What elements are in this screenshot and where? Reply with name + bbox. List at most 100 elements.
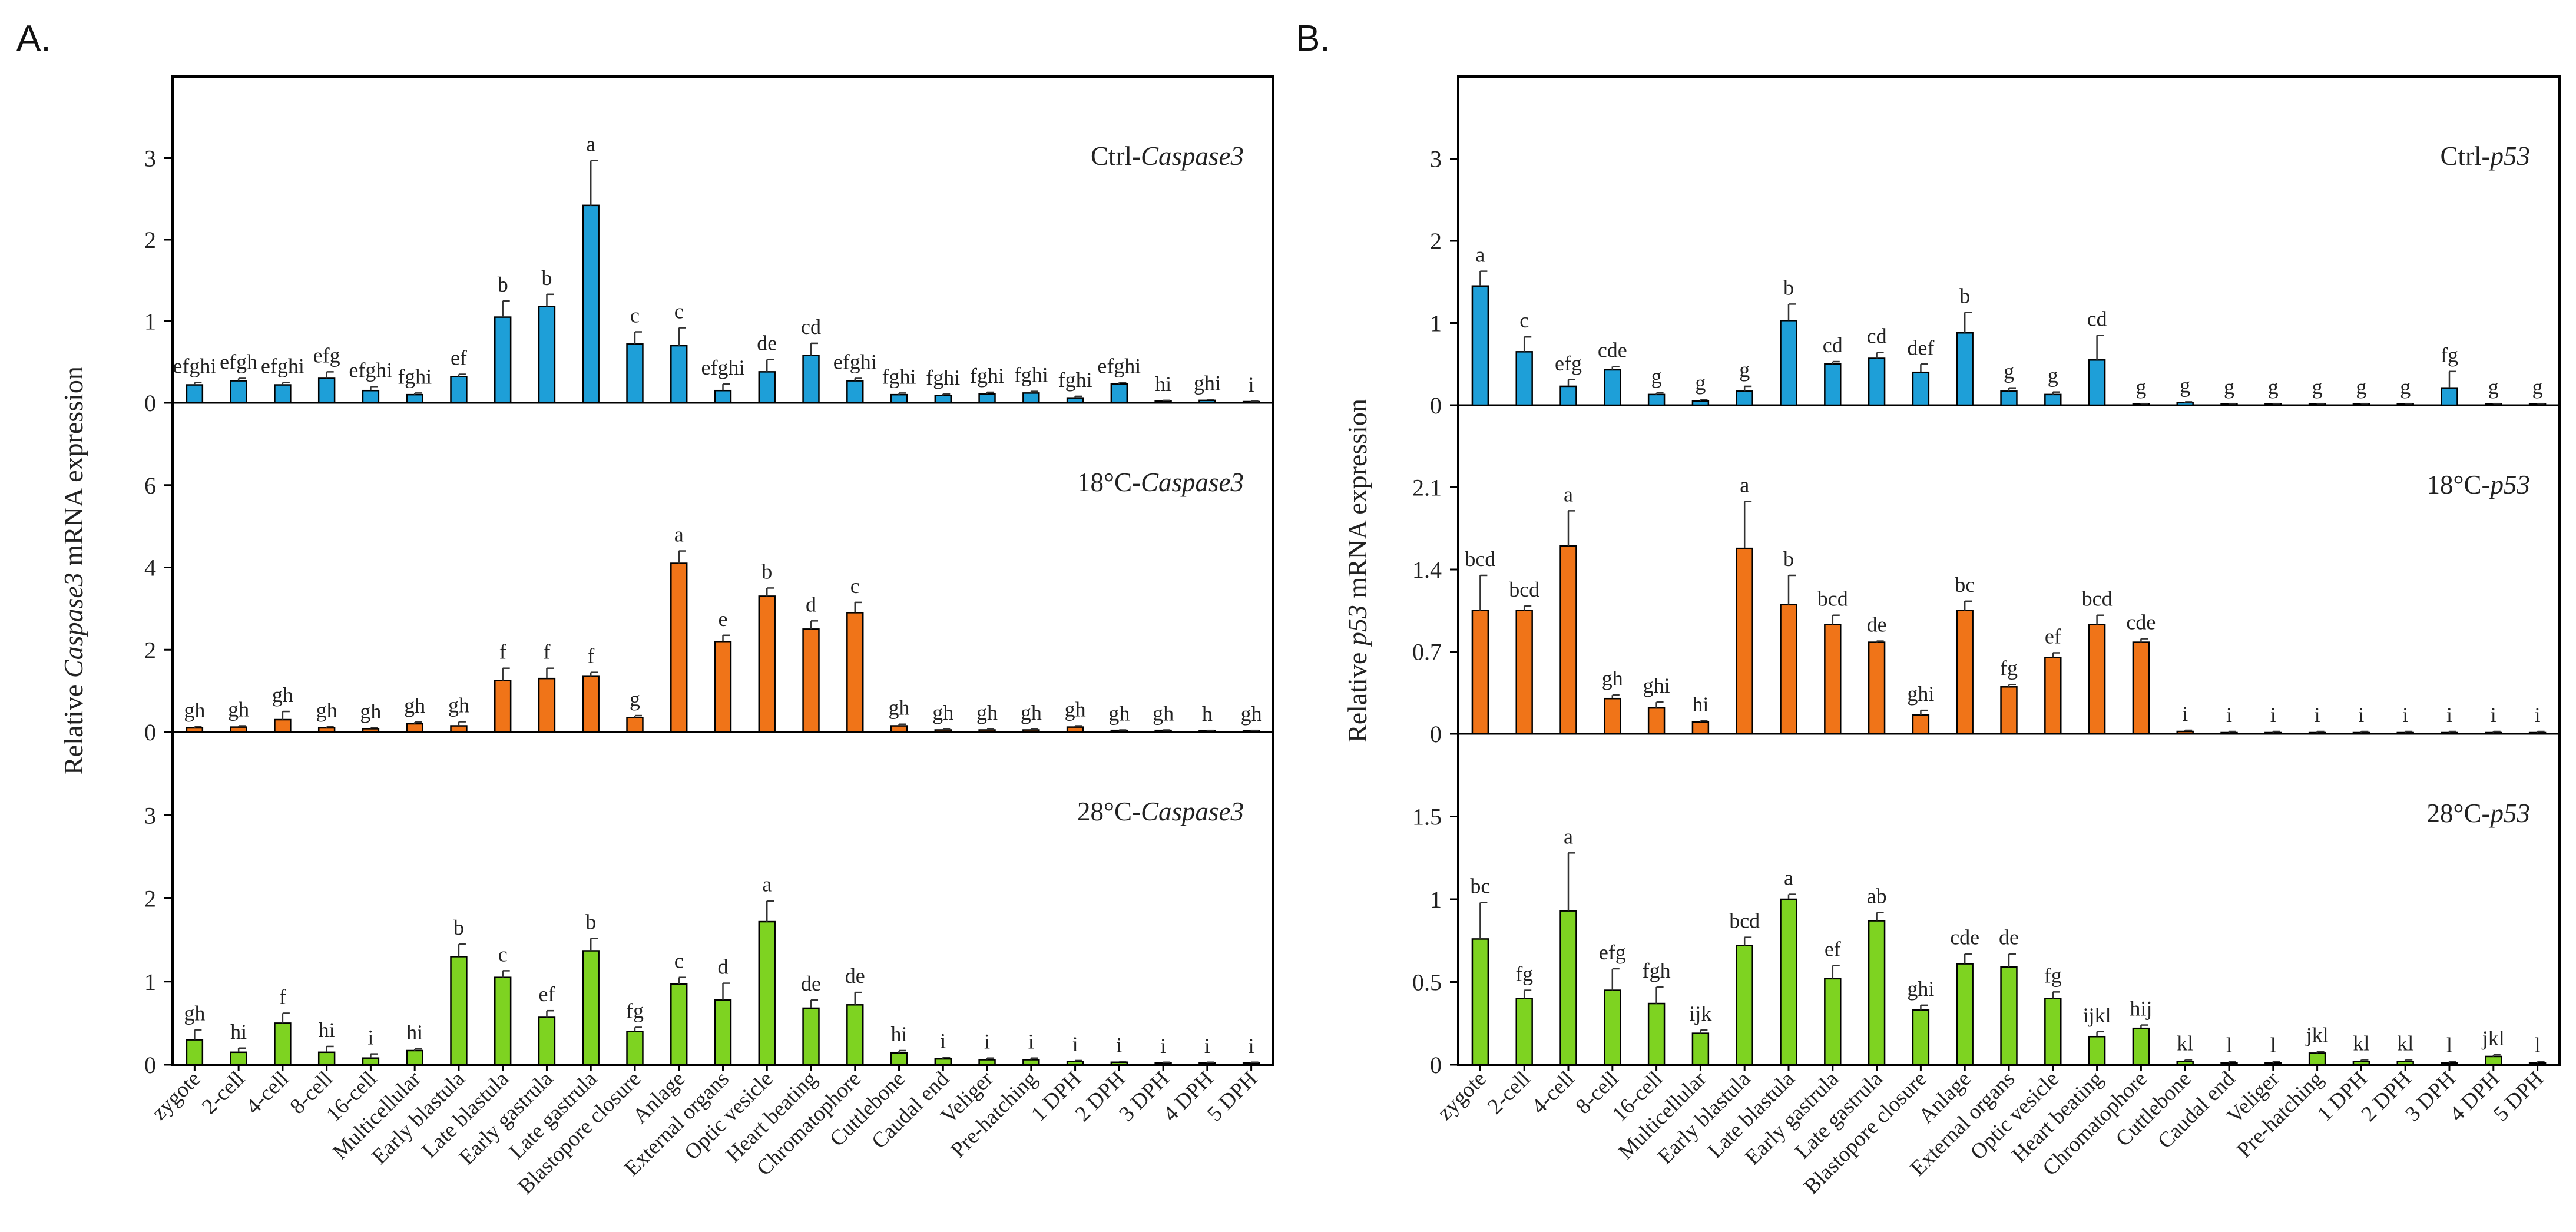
bar (1912, 1009, 1930, 1066)
bar (1066, 1061, 1084, 1066)
subplot-label: 18°C-p53 (2427, 470, 2531, 499)
bar (2000, 686, 2018, 735)
significance-letter: g (2488, 375, 2499, 399)
significance-letter: de (757, 332, 777, 355)
significance-letter: cd (801, 315, 821, 339)
bar (2528, 731, 2547, 735)
bar (1559, 910, 1577, 1066)
significance-letter: i (2270, 703, 2276, 727)
bar (1780, 898, 1797, 1066)
significance-letter: a (1784, 866, 1793, 890)
significance-letter: bc (1955, 573, 1975, 597)
bar (846, 380, 864, 404)
significance-letter: efg (313, 343, 340, 367)
significance-letter: kl (2397, 1032, 2413, 1055)
bar (1868, 357, 1886, 406)
significance-letter: h (1202, 702, 1213, 726)
category-label: 3 DPH (1115, 1067, 1174, 1126)
subplot-label: Ctrl-p53 (2441, 141, 2531, 171)
significance-letter: gh (272, 683, 293, 707)
significance-letter: gh (228, 698, 249, 721)
significance-letter: kl (2177, 1032, 2193, 1055)
bar (186, 384, 204, 404)
significance-letter: hi (406, 1021, 423, 1044)
bar (2132, 1027, 2150, 1066)
bar (626, 717, 644, 733)
bar (582, 204, 600, 404)
significance-letter: fg (2441, 343, 2458, 367)
bar (2132, 641, 2150, 735)
bar (582, 950, 600, 1066)
significance-letter: jkl (2305, 1024, 2329, 1047)
y-tick-label: 1.4 (1412, 557, 1442, 583)
significance-letter: b (761, 559, 772, 583)
significance-letter: b (1959, 284, 1970, 307)
significance-letter: ef (451, 346, 467, 370)
significance-letter: de (845, 964, 865, 988)
bar (1868, 641, 1886, 735)
significance-letter: a (674, 523, 684, 547)
bar (494, 316, 512, 404)
y-tick-label: 0 (1430, 721, 1442, 747)
bar (2220, 731, 2238, 735)
significance-letter: g (2224, 375, 2234, 399)
significance-letter: i (2535, 703, 2541, 727)
significance-letter: hij (2130, 997, 2152, 1021)
y-tick-label: 0 (1430, 392, 1442, 419)
bar (186, 727, 204, 733)
significance-letter: b (498, 273, 508, 296)
significance-letter: efg (1599, 940, 1626, 964)
bar (1824, 978, 1842, 1066)
bar (274, 1022, 292, 1066)
bar (538, 306, 556, 404)
significance-letter: gh (316, 698, 337, 722)
bar (1022, 1059, 1040, 1066)
significance-letter: fghi (926, 366, 960, 389)
significance-letter: g (2532, 375, 2543, 399)
bar (2044, 393, 2062, 406)
panel-label-b: B. (1296, 18, 1330, 59)
bar (2441, 731, 2458, 735)
bar (494, 976, 512, 1066)
y-tick-label: 6 (144, 472, 156, 499)
category-label: 3 DPH (2400, 1067, 2460, 1126)
significance-letter: bcd (1817, 587, 1848, 611)
bar (406, 393, 423, 404)
y-tick-label: 4 (144, 555, 156, 581)
bar (2088, 1035, 2106, 1066)
significance-letter: fghi (970, 364, 1004, 388)
significance-letter: i (2446, 703, 2452, 727)
category-label: 4-cell (1527, 1067, 1580, 1119)
significance-letter: i (1249, 373, 1254, 396)
category-label: 2 DPH (2357, 1067, 2416, 1126)
bar (1691, 721, 1710, 735)
category-label: 1 DPH (1027, 1067, 1086, 1126)
bar (846, 1004, 864, 1066)
bar (450, 376, 468, 404)
significance-letter: bcd (2082, 587, 2113, 611)
y-tick-label: 0.7 (1412, 639, 1442, 665)
significance-letter: gh (1065, 698, 1086, 721)
bar (890, 725, 908, 733)
significance-letter: ghi (1907, 977, 1934, 1001)
bar (362, 389, 380, 404)
significance-letter: hi (319, 1018, 335, 1042)
bar (1154, 1062, 1172, 1066)
significance-letter: i (1116, 1033, 1122, 1057)
significance-letter: fg (1515, 962, 1533, 986)
significance-letter: fghi (1058, 368, 1092, 392)
bar (626, 343, 644, 404)
significance-letter: ghi (1194, 371, 1221, 395)
bar (1780, 604, 1797, 735)
significance-letter: i (2491, 703, 2496, 727)
bar (1868, 920, 1886, 1066)
significance-letter: def (1907, 336, 1934, 359)
significance-letter: efghi (833, 350, 877, 373)
significance-letter: cde (1950, 926, 1979, 949)
bar (1515, 610, 1533, 735)
bar (582, 675, 600, 733)
bar (1912, 371, 1930, 406)
significance-letter: g (2400, 375, 2411, 399)
bar (2528, 1062, 2547, 1066)
